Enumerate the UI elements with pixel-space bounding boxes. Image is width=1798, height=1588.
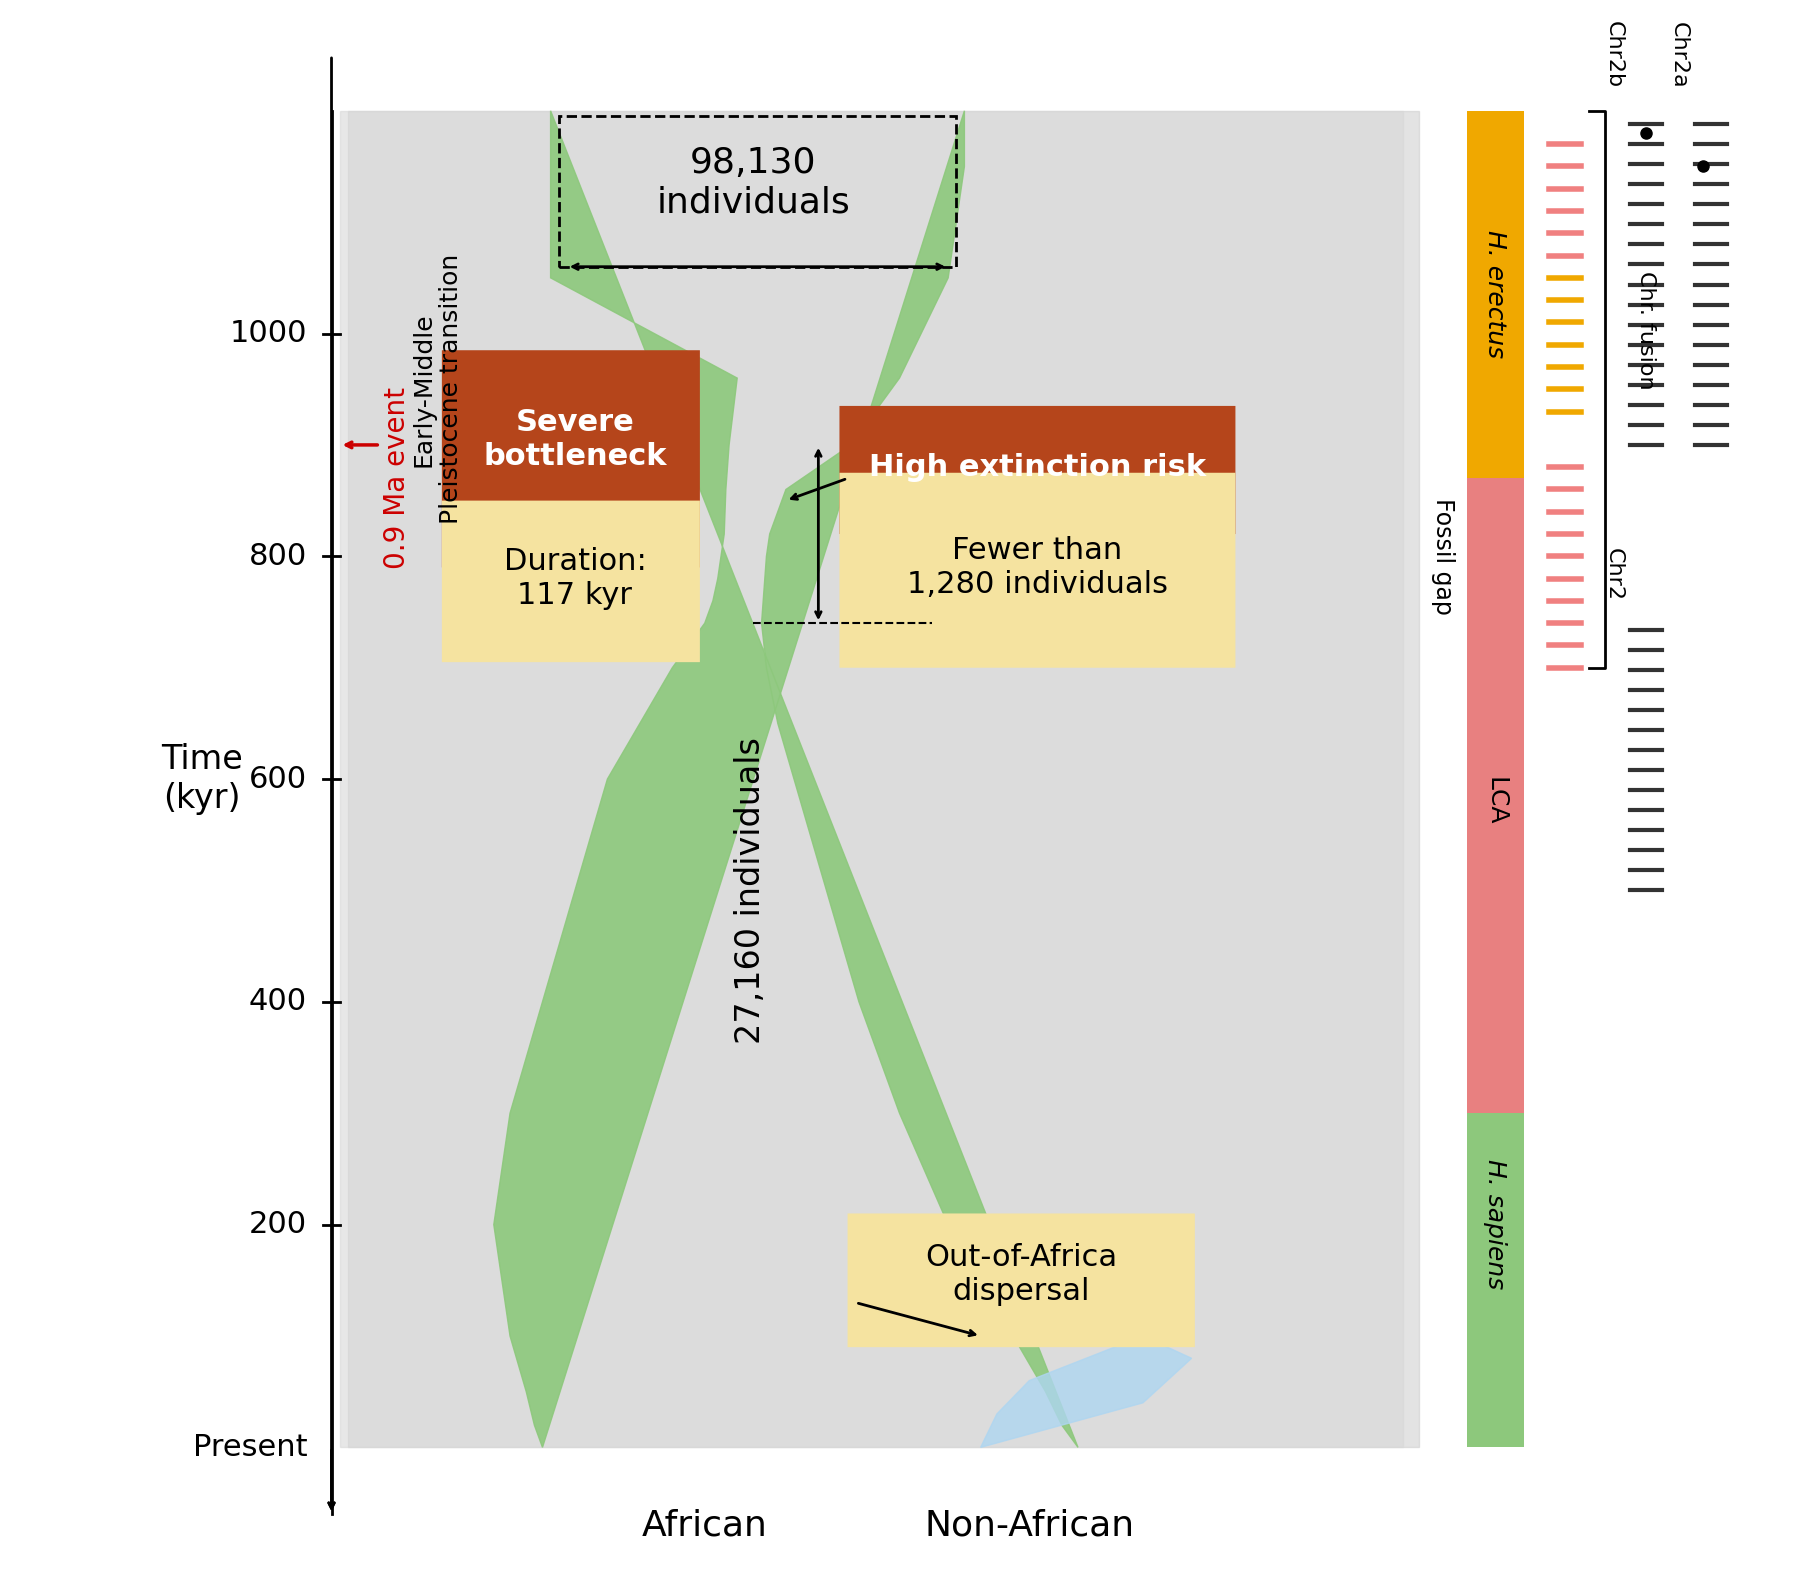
Bar (559, 116, 957, 267)
Polygon shape (347, 111, 1419, 1447)
Text: Chr2a: Chr2a (1667, 22, 1688, 89)
Polygon shape (340, 111, 1402, 1447)
Text: 400: 400 (248, 988, 307, 1016)
Text: Non-African: Non-African (924, 1509, 1135, 1542)
Text: Fewer than
1,280 individuals: Fewer than 1,280 individuals (906, 537, 1167, 599)
Text: LCA: LCA (1482, 777, 1507, 826)
Polygon shape (980, 1336, 1190, 1447)
FancyBboxPatch shape (847, 1213, 1194, 1347)
Text: Time
(kyr): Time (kyr) (160, 743, 243, 815)
Text: 27,160 individuals: 27,160 individuals (734, 737, 766, 1043)
Text: H. sapiens: H. sapiens (1482, 1159, 1507, 1289)
Text: 98,130
individuals: 98,130 individuals (656, 146, 850, 219)
Text: Chr2: Chr2 (1602, 548, 1622, 600)
Text: Severe
bottleneck: Severe bottleneck (484, 408, 667, 470)
Text: 200: 200 (248, 1210, 307, 1239)
Text: African: African (642, 1509, 768, 1542)
FancyBboxPatch shape (442, 351, 699, 567)
Text: H. erectus: H. erectus (1482, 230, 1507, 359)
FancyBboxPatch shape (442, 500, 699, 662)
Text: Duration:
117 kyr: Duration: 117 kyr (503, 548, 645, 610)
Text: Chr2b: Chr2b (1602, 21, 1622, 89)
Text: 600: 600 (248, 764, 307, 794)
Text: Chr. fusion: Chr. fusion (1634, 270, 1656, 389)
Bar (1467, 1113, 1523, 1447)
Text: Out-of-Africa
dispersal: Out-of-Africa dispersal (924, 1243, 1117, 1305)
Text: High extinction risk: High extinction risk (868, 453, 1205, 481)
Bar (1467, 111, 1523, 478)
Text: 1000: 1000 (230, 319, 307, 348)
Text: Early-Middle
Pleistocene transition: Early-Middle Pleistocene transition (412, 254, 462, 524)
Polygon shape (493, 111, 1077, 1447)
Bar (1467, 478, 1523, 1447)
FancyBboxPatch shape (840, 473, 1235, 667)
Text: Present: Present (192, 1432, 307, 1463)
Text: 0.9 Ma event: 0.9 Ma event (383, 387, 412, 570)
Text: 800: 800 (248, 542, 307, 570)
Text: Fossil gap: Fossil gap (1431, 499, 1455, 615)
FancyBboxPatch shape (840, 407, 1235, 534)
